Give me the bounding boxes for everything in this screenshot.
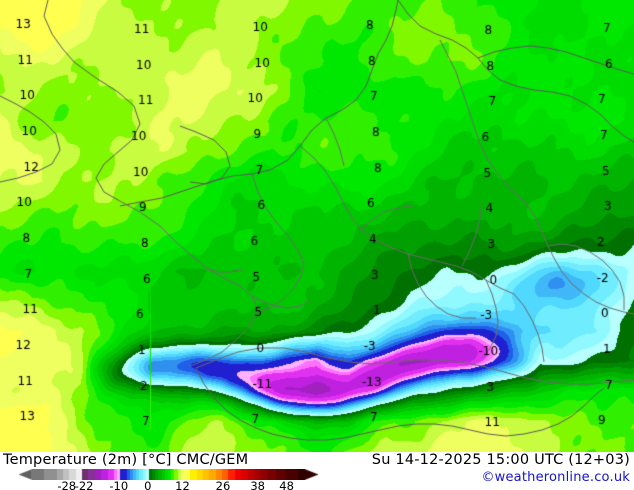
variable-label: Temperature (2m) [°C] CMC/GEM [3, 452, 249, 468]
temperature-field-canvas[interactable] [0, 0, 634, 452]
copyright-label: ©weatheronline.co.uk [481, 470, 630, 485]
footer-bar: Temperature (2m) [°C] CMC/GEM Su 14-12-2… [0, 452, 634, 490]
colorbar-gradient [18, 469, 318, 480]
valid-time-label: Su 14-12-2025 15:00 UTC (12+03) [371, 452, 630, 468]
temperature-colorbar[interactable] [18, 469, 318, 490]
map-area[interactable] [0, 0, 634, 452]
